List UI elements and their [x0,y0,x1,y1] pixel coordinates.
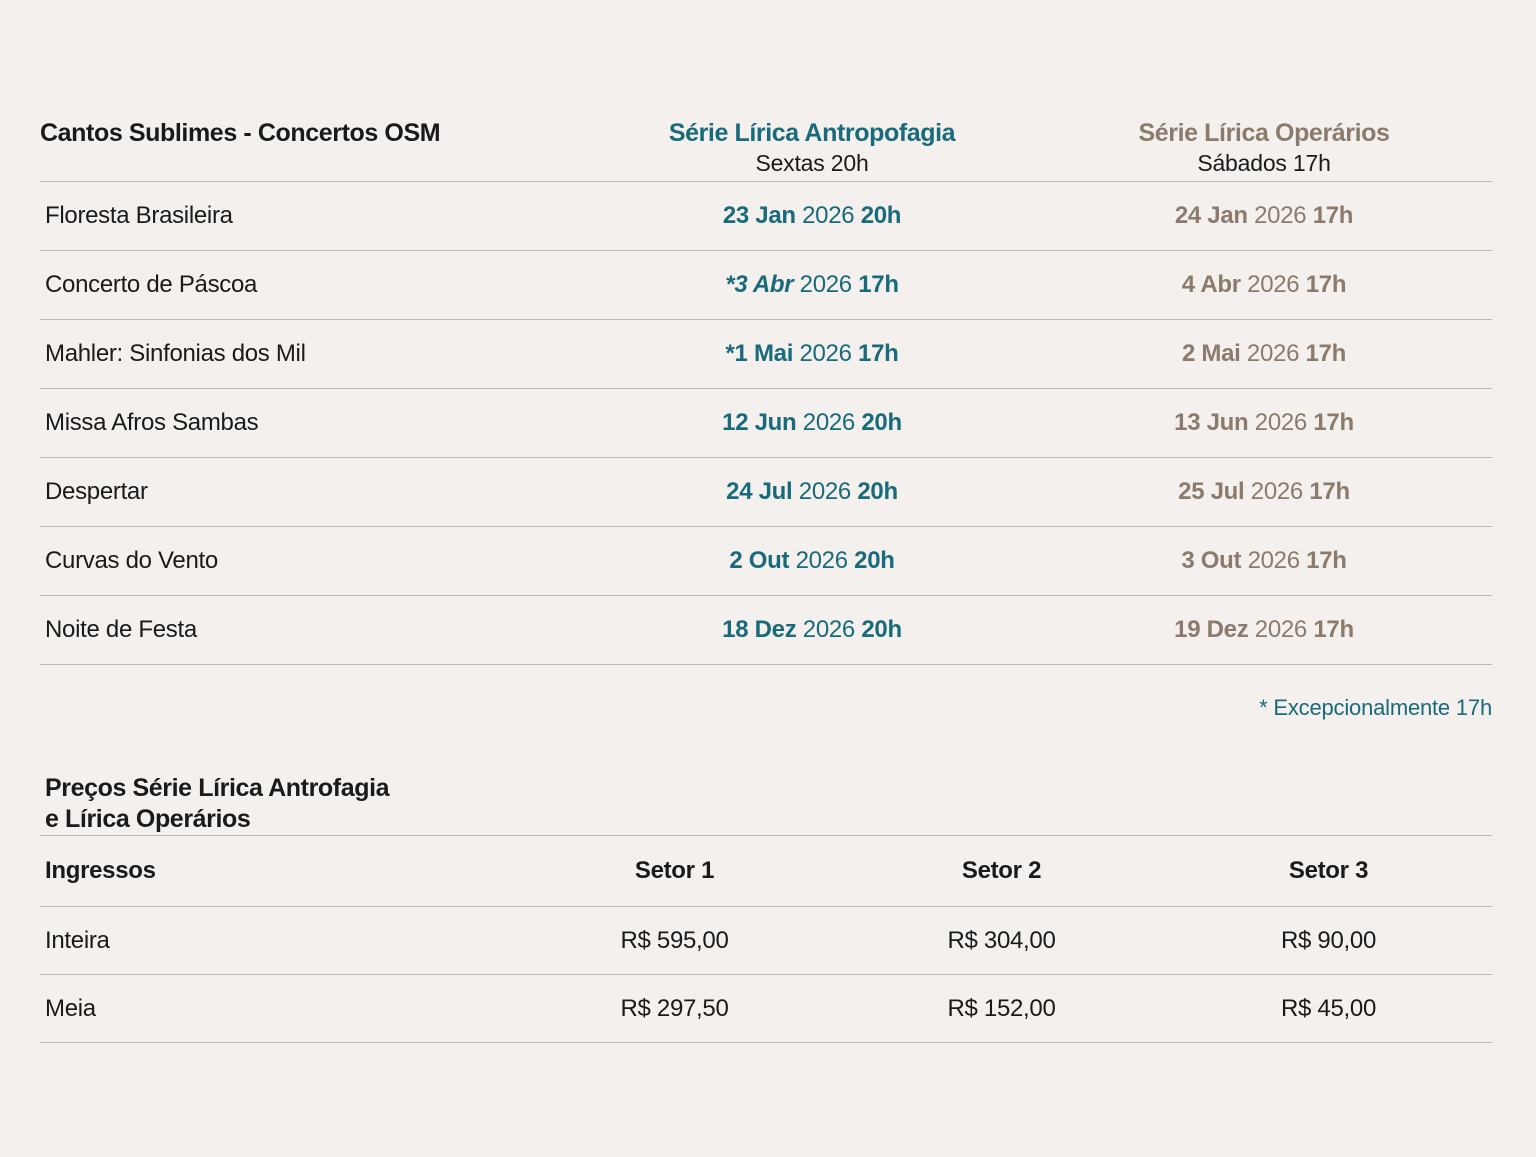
date-lirica: 12 Jun 2026 20h [722,409,902,436]
date-lirica: 18 Dez 2026 20h [722,616,902,643]
concert-name: Missa Afros Sambas [45,409,259,436]
date-lirica: 2 Out 2026 20h [729,547,895,574]
concert-name: Concerto de Páscoa [45,271,258,298]
table-row: Inteira R$ 595,00 R$ 304,00 R$ 90,00 [40,907,1492,975]
exception-footnote: * Excepcionalmente 17h [1259,695,1492,720]
price-setor3: R$ 45,00 [1280,994,1376,1022]
series-operarios-schedule: Sábados 17h [1197,150,1331,176]
prices-header-setor2: Setor 2 [961,857,1042,884]
content-area: Cantos Sublimes - Concertos OSM Série Lí… [40,0,1492,1043]
ticket-type: Inteira [45,926,110,954]
table-row: Mahler: Sinfonias dos Mil *1 Mai 2026 17… [40,320,1492,389]
concert-name: Despertar [45,478,148,505]
date-lirica: *1 Mai 2026 17h [725,340,899,367]
date-operarios: 2 Mai 2026 17h [1182,340,1346,367]
table-row: Floresta Brasileira 23 Jan 2026 20h 24 J… [40,182,1492,251]
ticket-type: Meia [45,994,96,1022]
concert-name: Curvas do Vento [45,547,218,574]
price-setor3: R$ 90,00 [1280,926,1376,954]
price-setor2: R$ 304,00 [947,926,1056,954]
date-operarios: 4 Abr 2026 17h [1181,271,1347,298]
date-lirica: 23 Jan 2026 20h [722,202,902,229]
page-title: Cantos Sublimes - Concertos OSM [40,119,441,147]
schedule-header-row: Cantos Sublimes - Concertos OSM Série Lí… [40,0,1492,182]
table-row: Meia R$ 297,50 R$ 152,00 R$ 45,00 [40,975,1492,1043]
column-header-lirica-operarios: Série Lírica Operários Sábados 17h [1036,118,1492,178]
date-lirica: *3 Abr 2026 17h [725,271,899,298]
price-setor1: R$ 297,50 [620,994,729,1022]
table-row: Despertar 24 Jul 2026 20h 25 Jul 2026 17… [40,458,1492,527]
table-row: Missa Afros Sambas 12 Jun 2026 20h 13 Ju… [40,389,1492,458]
concert-name: Floresta Brasileira [45,202,233,229]
concert-name: Noite de Festa [45,616,197,643]
prices-header-setor3: Setor 3 [1288,857,1369,884]
prices-section-title: Preços Série Lírica Antrofagia e Lírica … [40,773,1492,836]
date-operarios: 13 Jun 2026 17h [1174,409,1354,436]
table-row: Concerto de Páscoa *3 Abr 2026 17h 4 Abr… [40,251,1492,320]
series-antropofagia-name: Série Lírica Antropofagia [668,119,956,147]
price-setor1: R$ 595,00 [620,926,729,954]
series-antropofagia-schedule: Sextas 20h [755,150,869,176]
prices-header-setor1: Setor 1 [634,857,715,884]
prices-header-ingressos: Ingressos [45,857,156,884]
date-operarios: 3 Out 2026 17h [1181,547,1347,574]
table-row: Noite de Festa 18 Dez 2026 20h 19 Dez 20… [40,596,1492,665]
date-lirica: 24 Jul 2026 20h [726,478,898,505]
date-operarios: 19 Dez 2026 17h [1174,616,1354,643]
prices-title-line1: Preços Série Lírica Antrofagia [45,774,390,802]
table-row: Curvas do Vento 2 Out 2026 20h 3 Out 202… [40,527,1492,596]
date-operarios: 24 Jan 2026 17h [1174,202,1354,229]
price-setor2: R$ 152,00 [947,994,1056,1022]
date-operarios: 25 Jul 2026 17h [1178,478,1350,505]
prices-header-row: Ingressos Setor 1 Setor 2 Setor 3 [40,836,1492,907]
concert-name: Mahler: Sinfonias dos Mil [45,340,306,367]
prices-title-line2: e Lírica Operários [45,805,251,833]
column-header-lirica-antropofagia: Série Lírica Antropofagia Sextas 20h [588,118,1036,178]
series-operarios-name: Série Lírica Operários [1138,119,1390,147]
